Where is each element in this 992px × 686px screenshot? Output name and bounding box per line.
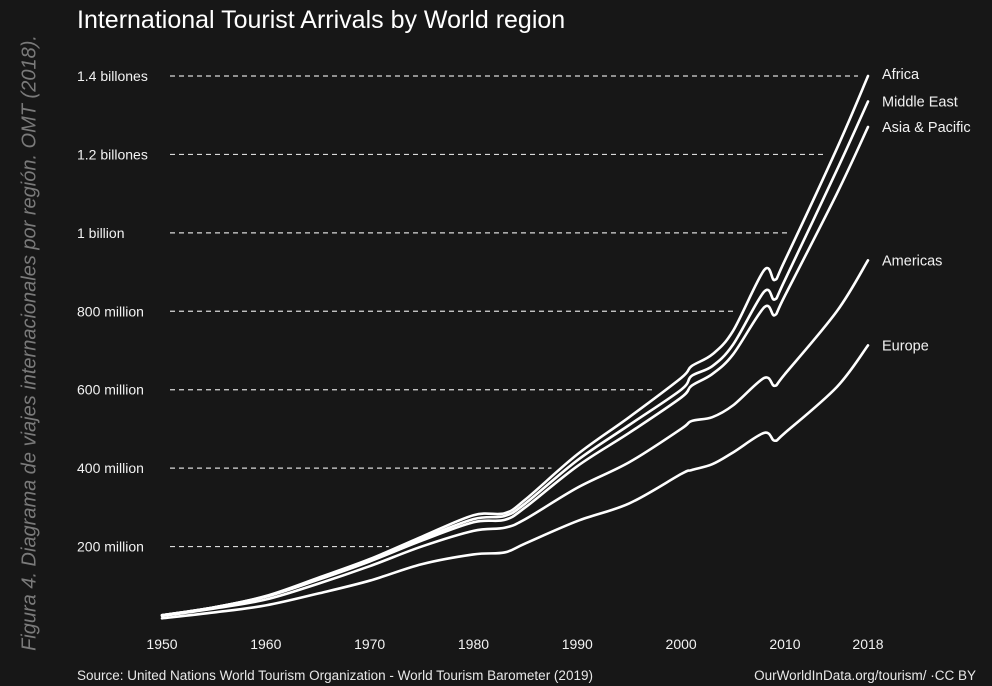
source-note: Source: United Nations World Tourism Org… [77, 668, 593, 683]
x-tick-label: 1970 [354, 636, 385, 652]
y-tick-label: 200 million [77, 539, 144, 555]
series-line [160, 100, 870, 617]
x-axis-tick-labels: 1950 1960 1970 1980 1990 2000 2010 2018 [146, 636, 883, 652]
x-tick-label: 2010 [769, 636, 800, 652]
credit-note: OurWorldInData.org/tourism/ ·CC BY [754, 668, 976, 683]
y-tick-label: 800 million [77, 303, 144, 319]
series-labels: Europe Americas Asia & Pacific Middle East A… [882, 67, 971, 354]
y-tick-label: 1 billion [77, 225, 124, 241]
series-line [160, 125, 870, 617]
x-tick-label: 2018 [852, 636, 883, 652]
x-tick-label: 1950 [146, 636, 177, 652]
gridlines [170, 75, 858, 548]
x-tick-label: 1980 [458, 636, 489, 652]
y-tick-label: 400 million [77, 460, 144, 476]
series-lines [160, 74, 870, 620]
x-tick-label: 1960 [250, 636, 281, 652]
series-line [160, 259, 870, 618]
series-label: Asia & Pacific [882, 120, 971, 136]
series-label: Americas [882, 253, 942, 269]
y-tick-label: 600 million [77, 382, 144, 398]
y-tick-label: 1.4 billones [77, 68, 148, 84]
x-tick-label: 1990 [562, 636, 593, 652]
x-tick-label: 2000 [666, 636, 697, 652]
series-label: Middle East [882, 94, 958, 110]
series-label: Europe [882, 338, 929, 354]
series-line [160, 344, 870, 620]
series-line [160, 74, 870, 617]
series-label: Africa [882, 67, 920, 83]
y-axis-tick-labels: 200 million 400 million 600 million 800 mil… [77, 68, 148, 555]
y-tick-label: 1.2 billones [77, 146, 148, 162]
chart-title: International Tourist Arrivals by World … [77, 6, 566, 34]
